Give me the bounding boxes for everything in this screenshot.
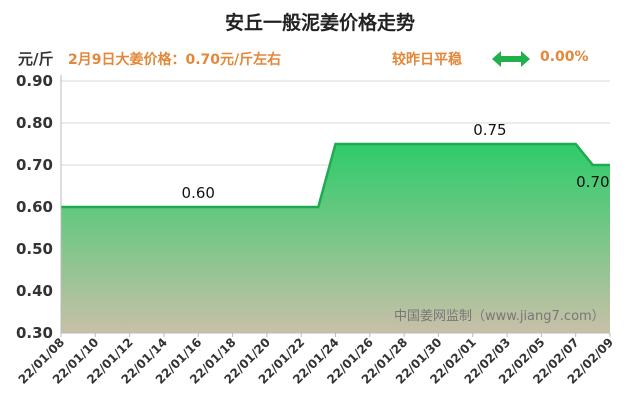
unit-label: 元/斤 [18, 50, 54, 68]
y-tick-label: 0.80 [16, 114, 53, 132]
chart-title: 安丘一般泥姜价格走势 [224, 12, 415, 34]
y-tick-label: 0.90 [16, 72, 53, 90]
data-label: 0.70 [576, 173, 609, 191]
data-label: 0.60 [182, 184, 215, 202]
change-value: 0.00% [540, 49, 589, 65]
data-label: 0.75 [473, 121, 506, 139]
y-tick-label: 0.40 [16, 282, 53, 300]
y-tick-label: 0.70 [16, 156, 53, 174]
watermark: 中国姜网监制（www.jiang7.com） [394, 309, 605, 324]
y-tick-label: 0.60 [16, 198, 53, 216]
compare-note: 较昨日平稳 [392, 52, 462, 68]
price-area [61, 144, 610, 333]
price-line [61, 142, 610, 209]
double-arrow-icon [492, 51, 530, 67]
y-tick-label: 0.30 [16, 324, 53, 342]
y-tick-label: 0.50 [16, 240, 53, 258]
price-note: 2月9日大姜价格：0.70元/斤左右 [68, 52, 282, 68]
